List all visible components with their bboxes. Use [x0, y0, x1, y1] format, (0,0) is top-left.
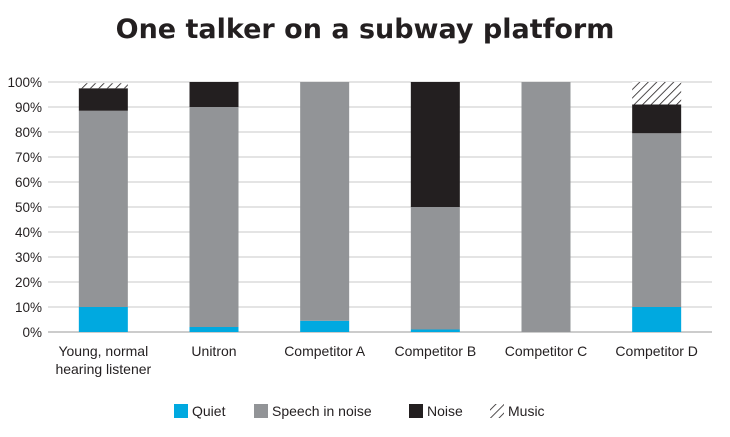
y-tick-label: 100%: [7, 75, 42, 90]
bar-segment-quiet: [78, 307, 128, 332]
x-category-label: Unitron: [191, 343, 236, 359]
bar-segment-noise: [632, 104, 682, 134]
x-category-label: Young, normal: [58, 343, 148, 359]
bar-segment-speech-in-noise: [632, 133, 682, 307]
chart-title: One talker on a subway platform: [115, 14, 615, 45]
bar-segment-music: [632, 82, 682, 105]
bar-segment-speech-in-noise: [300, 82, 350, 321]
legend-swatch-quiet: [174, 404, 188, 418]
bar-segment-quiet: [300, 320, 350, 332]
y-tick-label: 40%: [15, 225, 42, 240]
y-axis-ticks: 0% 10% 20% 30% 40% 50% 60% 70% 80% 90% 100%: [7, 75, 42, 340]
y-tick-label: 0%: [22, 325, 42, 340]
legend-label: Speech in noise: [272, 403, 372, 419]
legend-label: Quiet: [192, 403, 226, 419]
bar-segment-speech-in-noise: [189, 107, 239, 327]
x-category-label: Competitor D: [615, 343, 697, 359]
gridlines: [48, 81, 712, 333]
bar-segment-quiet: [632, 307, 682, 332]
x-category-label: hearing listener: [55, 361, 151, 377]
x-category-label: Competitor A: [284, 343, 366, 359]
y-tick-label: 90%: [15, 100, 42, 115]
legend-swatch-noise: [409, 404, 423, 418]
bar-segment-quiet: [189, 327, 239, 332]
y-tick-label: 60%: [15, 175, 42, 190]
bars: [78, 82, 682, 332]
legend-label: Noise: [427, 403, 463, 419]
y-tick-label: 20%: [15, 275, 42, 290]
x-category-label: Competitor C: [505, 343, 587, 359]
bar-segment-noise: [189, 82, 239, 107]
bar-segment-quiet: [410, 329, 460, 332]
bar-segment-speech-in-noise: [410, 207, 460, 330]
bar-segment-noise: [78, 88, 128, 111]
legend-swatch-speech-in-noise: [254, 404, 268, 418]
x-category-label: Competitor B: [394, 343, 476, 359]
bar-segment-speech-in-noise: [521, 82, 571, 332]
y-tick-label: 50%: [15, 200, 42, 215]
bar-segment-music: [78, 83, 128, 89]
y-tick-label: 80%: [15, 125, 42, 140]
legend: Quiet Speech in noise Noise Music: [174, 403, 545, 419]
legend-label: Music: [508, 403, 545, 419]
bar-segment-noise: [410, 82, 460, 207]
x-axis-labels: Young, normal hearing listener Unitron Comp…: [55, 343, 697, 377]
y-tick-label: 30%: [15, 250, 42, 265]
y-tick-label: 10%: [15, 300, 42, 315]
bar-segment-speech-in-noise: [78, 110, 128, 307]
y-tick-label: 70%: [15, 150, 42, 165]
legend-swatch-music: [490, 404, 504, 418]
